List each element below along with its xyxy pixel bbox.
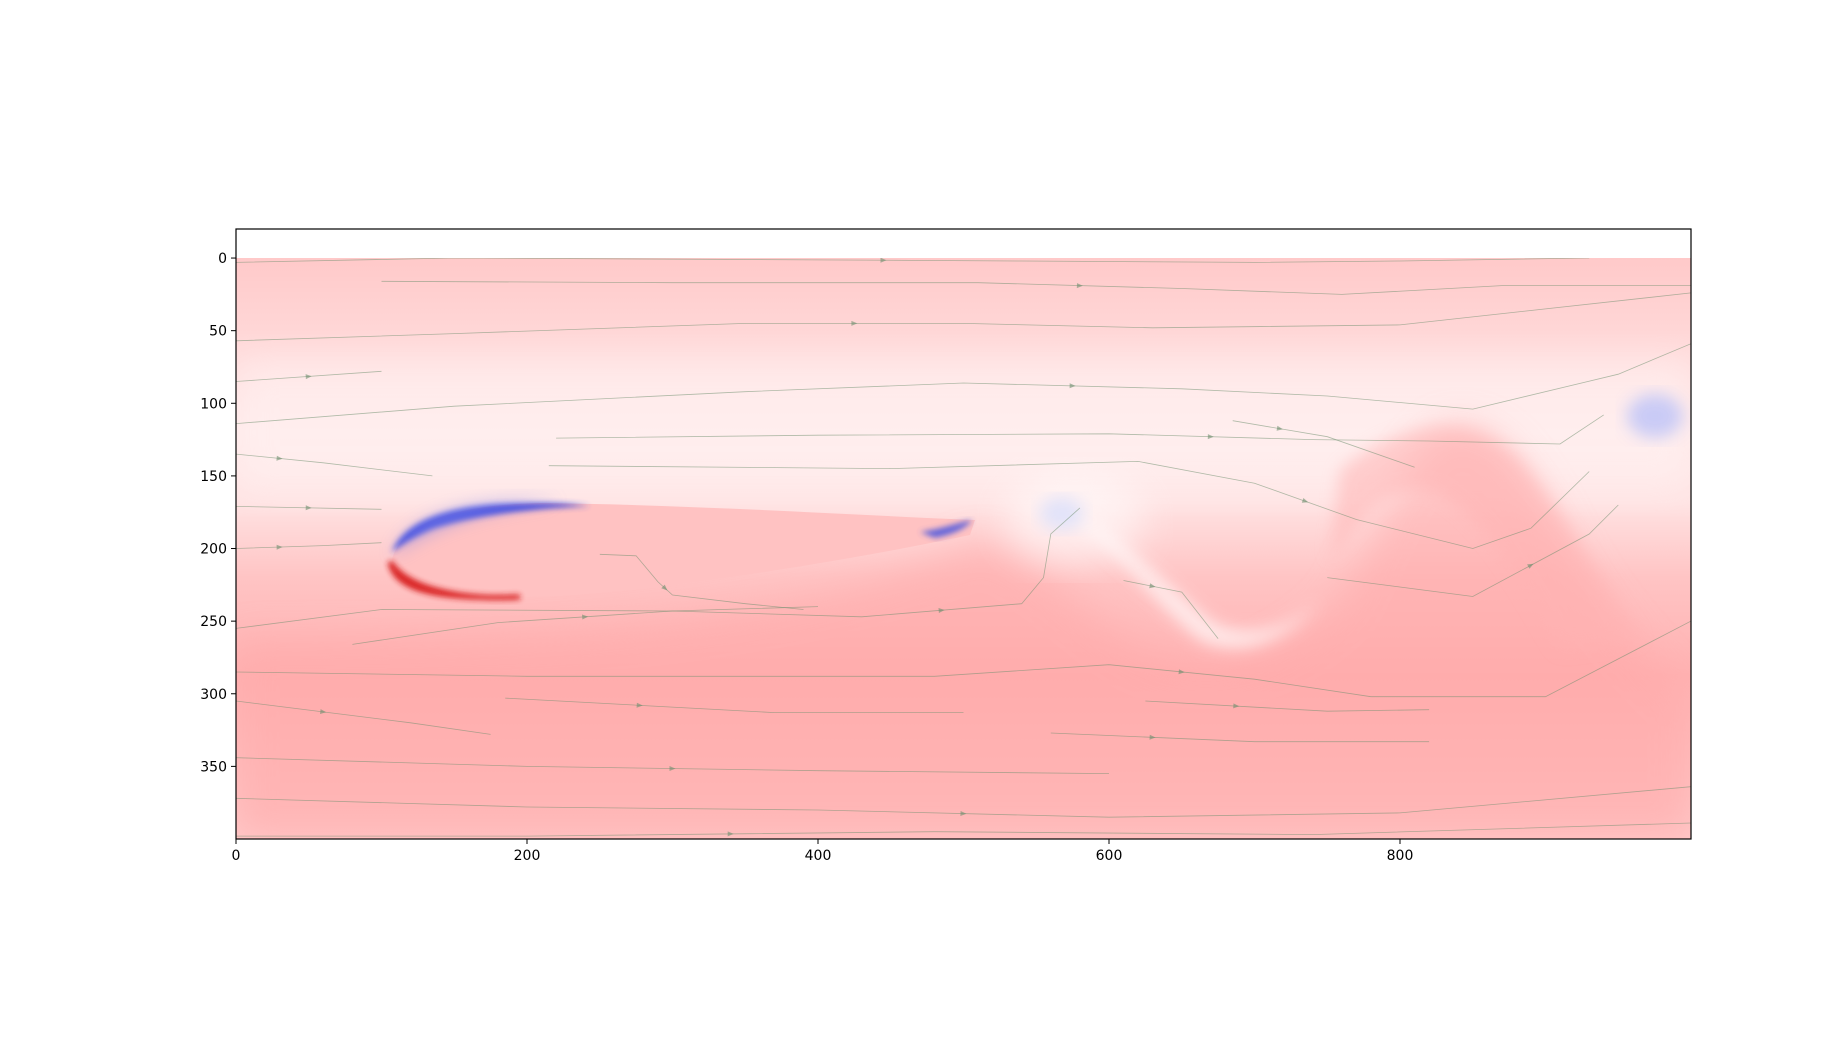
streamline-arrow: [938, 608, 945, 613]
streamline-arrow: [1149, 583, 1156, 589]
streamlines: [236, 258, 1691, 837]
y-tick-label: 250: [200, 614, 227, 630]
streamline-arrow: [636, 702, 643, 708]
y-tick-label: 150: [200, 469, 227, 485]
streamline-arrow: [1233, 703, 1240, 709]
y-tick-label: 350: [200, 759, 227, 775]
streamline-arrow: [305, 374, 312, 380]
y-tick-label: 200: [200, 542, 227, 558]
streamline-arrow: [1069, 383, 1076, 389]
streamline-arrow: [1076, 283, 1083, 289]
x-tick-label: 800: [1387, 848, 1414, 864]
streamline-arrow: [305, 505, 312, 511]
y-tick-label: 50: [209, 324, 227, 340]
streamline-arrow: [669, 766, 676, 771]
vortex-halo: [1005, 475, 1145, 565]
wake-region: [236, 424, 1691, 839]
y-tick-label: 100: [200, 396, 227, 412]
streamline-arrow: [276, 544, 283, 550]
streamline: [1232, 420, 1415, 468]
streamline-arrow: [1276, 425, 1283, 431]
streamline-arrow: [1207, 434, 1214, 440]
x-tick-label: 600: [1096, 848, 1123, 864]
streamline: [236, 542, 382, 549]
y-tick-label: 0: [218, 251, 227, 267]
streamline: [236, 700, 491, 735]
streamline: [236, 453, 433, 477]
streamline-arrow: [1301, 498, 1309, 503]
streamline-arrow: [1178, 669, 1185, 675]
lower-surface-positive-layer: [387, 560, 521, 601]
y-tick-label: 300: [200, 687, 227, 703]
streamline: [236, 292, 1691, 342]
shed-vortex-far: [1627, 394, 1683, 438]
streamline-arrow: [1149, 734, 1156, 740]
x-tick-label: 400: [805, 848, 832, 864]
streamline: [1050, 732, 1430, 743]
streamline-arrow: [727, 831, 734, 837]
streamline: [236, 258, 1590, 263]
leading-edge-negative-glow: [392, 499, 560, 556]
streamline-arrow: [661, 584, 668, 591]
x-tick-label: 0: [232, 848, 241, 864]
streamline-arrow: [276, 455, 283, 461]
streamline-arrow: [880, 258, 887, 263]
x-tick-label: 200: [514, 848, 541, 864]
wake-crest-band: [1330, 427, 1640, 650]
streamline: [556, 414, 1604, 445]
vorticity-field: [236, 258, 1691, 839]
streamline: [236, 343, 1691, 424]
x-axis: 0 200 400 600 800: [232, 839, 1414, 864]
streamline-arrow: [1527, 563, 1534, 569]
streamline: [1123, 580, 1219, 639]
airfoil-body: [392, 503, 975, 597]
streamline-arrow: [582, 614, 589, 620]
streamline-arrow: [851, 320, 858, 326]
streamline: [236, 822, 1691, 837]
y-axis: 0 50 100 150 200 250 300 350: [200, 251, 236, 775]
axes-frame: [235, 228, 1692, 840]
streamline-arrow: [320, 709, 327, 714]
streamline-arrow: [960, 811, 967, 816]
streamline: [1145, 700, 1430, 712]
streamline: [381, 280, 1691, 295]
streamline: [505, 697, 964, 713]
trailing-edge-negative-layer: [920, 520, 972, 538]
